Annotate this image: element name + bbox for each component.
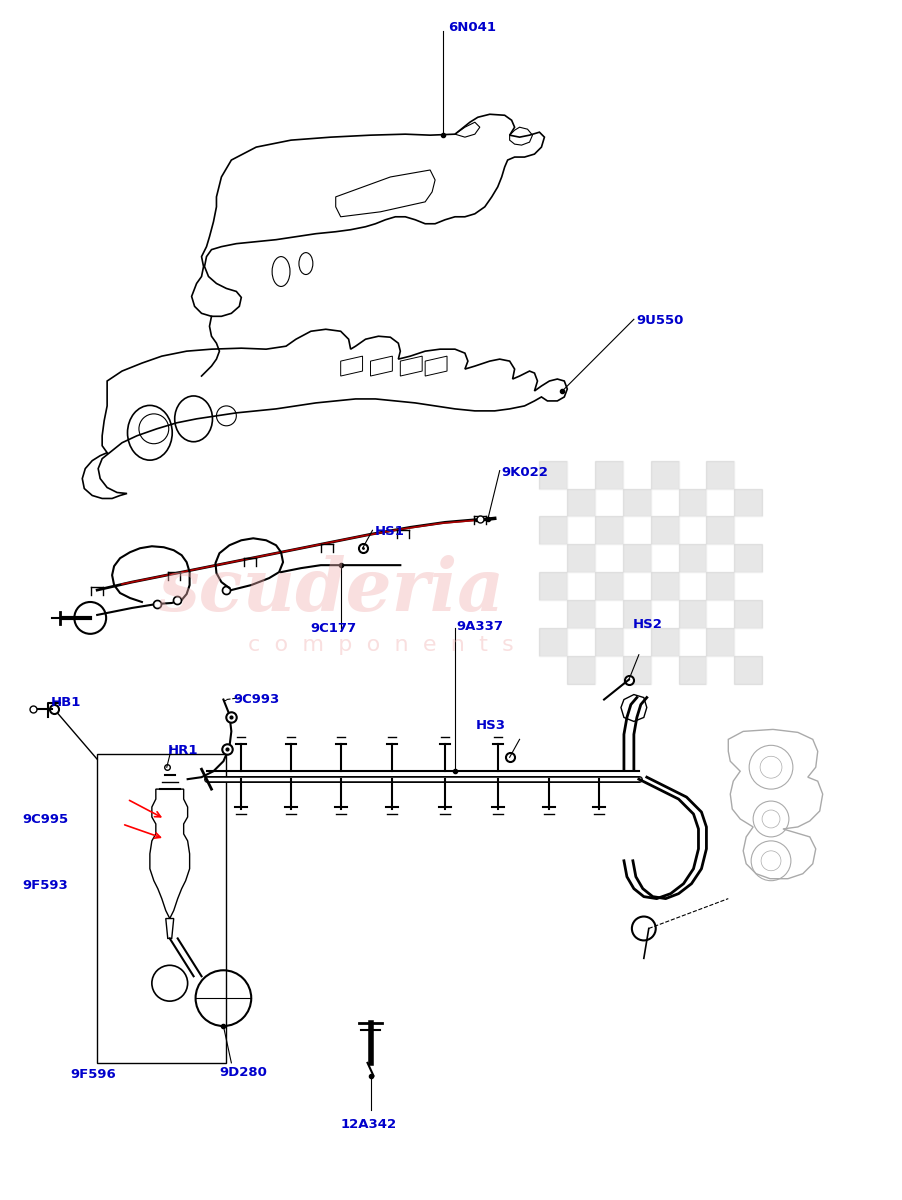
Bar (566, 545, 594, 572)
Text: HR1: HR1 (168, 744, 198, 757)
Bar (650, 600, 677, 628)
Bar (538, 516, 566, 545)
Bar (594, 516, 622, 545)
Bar (650, 655, 677, 684)
Bar (622, 655, 650, 684)
Bar (538, 461, 566, 488)
Text: HS3: HS3 (475, 720, 505, 732)
Bar (677, 461, 705, 488)
Text: 9F593: 9F593 (23, 878, 69, 892)
Bar (650, 572, 677, 600)
Bar (650, 488, 677, 516)
Bar (97, 755, 226, 1063)
Text: 9A337: 9A337 (456, 620, 502, 632)
Bar (594, 655, 622, 684)
Bar (622, 628, 650, 655)
Bar (733, 461, 761, 488)
Bar (622, 516, 650, 545)
Bar (705, 516, 733, 545)
Text: 9K022: 9K022 (502, 466, 548, 479)
Bar (566, 572, 594, 600)
Text: HS2: HS2 (632, 618, 662, 631)
Bar (650, 545, 677, 572)
Bar (733, 655, 761, 684)
Bar (677, 572, 705, 600)
Bar (733, 488, 761, 516)
Bar (677, 600, 705, 628)
Bar (538, 572, 566, 600)
Bar (733, 628, 761, 655)
Bar (622, 545, 650, 572)
Bar (538, 488, 566, 516)
Bar (538, 628, 566, 655)
Bar (538, 545, 566, 572)
Bar (622, 572, 650, 600)
Text: 9C995: 9C995 (23, 814, 69, 826)
Bar (566, 516, 594, 545)
Text: HS1: HS1 (374, 526, 404, 539)
Bar (538, 600, 566, 628)
Text: 9C993: 9C993 (233, 692, 280, 706)
Bar (594, 545, 622, 572)
Text: HB1: HB1 (51, 696, 81, 708)
Bar (622, 488, 650, 516)
Bar (733, 545, 761, 572)
Text: 12A342: 12A342 (340, 1117, 396, 1130)
Bar (650, 516, 677, 545)
Text: 9U550: 9U550 (636, 314, 684, 328)
Bar (677, 545, 705, 572)
Bar (538, 655, 566, 684)
Bar (566, 655, 594, 684)
Text: 9F596: 9F596 (70, 1068, 116, 1081)
Bar (677, 488, 705, 516)
Bar (733, 516, 761, 545)
Bar (566, 488, 594, 516)
Text: c  o  m  p  o  n  e  n  t  s: c o m p o n e n t s (247, 635, 512, 655)
Bar (705, 600, 733, 628)
Bar (594, 461, 622, 488)
Bar (705, 545, 733, 572)
Bar (705, 488, 733, 516)
Bar (650, 628, 677, 655)
Bar (566, 461, 594, 488)
Bar (594, 600, 622, 628)
Bar (705, 572, 733, 600)
Text: 9C177: 9C177 (310, 622, 356, 635)
Bar (622, 461, 650, 488)
Bar (705, 655, 733, 684)
Text: scuderia: scuderia (158, 554, 503, 625)
Bar (650, 461, 677, 488)
Bar (594, 572, 622, 600)
Bar (705, 461, 733, 488)
Bar (566, 600, 594, 628)
Text: 9D280: 9D280 (219, 1066, 267, 1079)
Bar (594, 488, 622, 516)
Bar (566, 628, 594, 655)
Bar (677, 516, 705, 545)
Text: 6N041: 6N041 (447, 20, 495, 34)
Bar (705, 628, 733, 655)
Bar (594, 628, 622, 655)
Bar (677, 628, 705, 655)
Bar (677, 655, 705, 684)
Bar (733, 572, 761, 600)
Bar (733, 600, 761, 628)
Bar (622, 600, 650, 628)
